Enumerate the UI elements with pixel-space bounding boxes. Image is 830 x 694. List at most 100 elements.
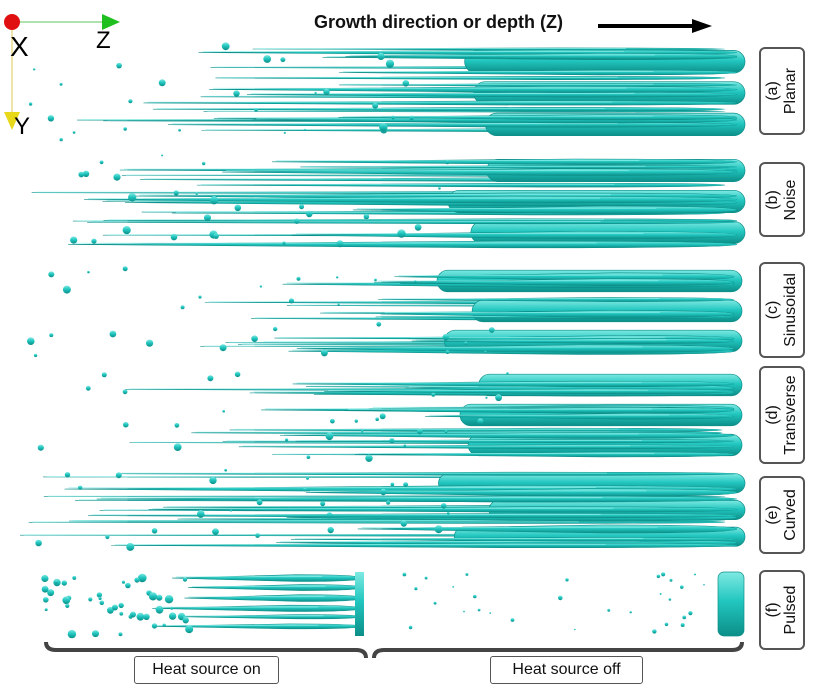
dendrite-arm (111, 542, 738, 549)
droplet (629, 611, 632, 614)
droplet (119, 611, 124, 616)
droplet (403, 444, 407, 447)
droplet (219, 344, 227, 352)
dendrite-arm (272, 158, 738, 165)
droplet (138, 573, 147, 583)
droplet (414, 587, 418, 591)
droplet (116, 62, 122, 69)
droplet (431, 392, 436, 397)
droplet (230, 509, 232, 512)
droplet (385, 59, 395, 68)
droplet (306, 476, 309, 480)
droplet (221, 42, 230, 51)
panel-name-a: Planar (782, 67, 799, 115)
droplet (299, 204, 305, 210)
droplet (180, 305, 185, 310)
droplet (656, 574, 661, 579)
droplet (98, 596, 102, 601)
droplet (123, 421, 129, 428)
droplet (47, 115, 55, 122)
droplet (680, 623, 685, 627)
droplet (473, 594, 477, 599)
droplet (168, 612, 177, 620)
droplet (416, 428, 423, 435)
droplet (28, 102, 33, 106)
droplet (391, 115, 395, 120)
dendrite-arm (88, 513, 738, 519)
panel-label-c: (c) Sinusoidal (759, 262, 805, 358)
droplet (197, 510, 205, 518)
droplet (320, 349, 328, 357)
droplet (424, 576, 428, 580)
droplet (182, 577, 188, 582)
droplet (122, 389, 128, 395)
droplet (463, 610, 465, 613)
droplet (170, 233, 178, 241)
droplet (256, 499, 263, 506)
x-axis-label: X (10, 31, 29, 62)
droplet (182, 617, 189, 624)
droplet (306, 455, 311, 459)
droplet (128, 99, 133, 104)
droplet (694, 573, 696, 576)
dendrite-arm (291, 231, 738, 240)
dendrite-arm (354, 451, 735, 458)
droplet (565, 578, 569, 582)
droplet (113, 173, 121, 181)
droplet (105, 534, 110, 540)
droplet (379, 122, 388, 132)
droplet (379, 413, 386, 420)
droplet (304, 128, 307, 131)
panel-letter-f: (f) (764, 602, 781, 618)
droplet (54, 580, 58, 584)
droplet (136, 612, 145, 621)
dendrite-arm (209, 85, 738, 93)
droplet (386, 500, 391, 505)
droplet (320, 501, 326, 507)
droplet (465, 572, 469, 576)
droplet (445, 350, 450, 354)
droplet (495, 394, 502, 402)
droplet (254, 108, 258, 112)
droplet (374, 278, 377, 282)
panel-curved (19, 468, 746, 551)
droplet (27, 337, 35, 346)
droplet (408, 625, 413, 630)
droplet (372, 102, 379, 109)
droplet (72, 575, 77, 580)
droplet (680, 585, 684, 589)
droplet (661, 572, 666, 577)
droplet (306, 210, 313, 218)
droplet (37, 444, 44, 451)
droplet (485, 396, 488, 399)
droplet (464, 341, 468, 345)
droplet (488, 327, 495, 333)
droplet (173, 190, 179, 196)
droplet (47, 589, 55, 597)
droplet (174, 422, 180, 428)
dendrite-arm (290, 537, 738, 542)
droplet (128, 193, 137, 202)
panel-label-e: (e) Curved (759, 476, 805, 554)
droplet (92, 630, 99, 638)
droplet (146, 339, 154, 347)
droplet (402, 80, 410, 87)
droplet (222, 409, 225, 413)
panel-label-a: (a) Planar (759, 47, 805, 135)
droplet (380, 488, 387, 496)
dendrite-arm (117, 471, 738, 476)
droplet (88, 597, 93, 602)
dendrite-arm (68, 240, 738, 249)
droplet (409, 115, 415, 121)
droplet (263, 55, 272, 63)
droplet (682, 615, 687, 620)
droplet (574, 628, 576, 631)
droplet (376, 321, 382, 327)
y-arrowhead (4, 112, 20, 130)
droplet (48, 271, 55, 278)
droplet (403, 482, 409, 488)
droplet (164, 595, 174, 604)
droplet (151, 528, 158, 534)
